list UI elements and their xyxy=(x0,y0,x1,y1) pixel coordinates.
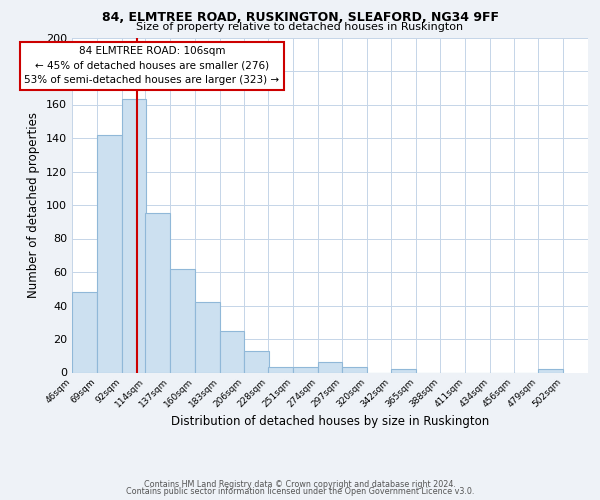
Text: 84, ELMTREE ROAD, RUSKINGTON, SLEAFORD, NG34 9FF: 84, ELMTREE ROAD, RUSKINGTON, SLEAFORD, … xyxy=(101,11,499,24)
Bar xyxy=(317,362,343,372)
Bar xyxy=(343,368,367,372)
Bar xyxy=(97,134,122,372)
Bar xyxy=(244,350,269,372)
Text: 84 ELMTREE ROAD: 106sqm
← 45% of detached houses are smaller (276)
53% of semi-d: 84 ELMTREE ROAD: 106sqm ← 45% of detache… xyxy=(25,46,280,86)
Y-axis label: Number of detached properties: Number of detached properties xyxy=(28,112,40,298)
Bar xyxy=(170,268,195,372)
Bar xyxy=(72,292,97,372)
Bar xyxy=(195,302,220,372)
Text: Contains public sector information licensed under the Open Government Licence v3: Contains public sector information licen… xyxy=(126,487,474,496)
Text: Contains HM Land Registry data © Crown copyright and database right 2024.: Contains HM Land Registry data © Crown c… xyxy=(144,480,456,489)
Bar xyxy=(145,214,170,372)
X-axis label: Distribution of detached houses by size in Ruskington: Distribution of detached houses by size … xyxy=(171,415,489,428)
Text: Size of property relative to detached houses in Ruskington: Size of property relative to detached ho… xyxy=(136,22,464,32)
Bar xyxy=(538,369,563,372)
Bar xyxy=(391,369,416,372)
Bar xyxy=(268,368,293,372)
Bar xyxy=(220,330,244,372)
Bar xyxy=(122,100,146,372)
Bar xyxy=(293,368,317,372)
